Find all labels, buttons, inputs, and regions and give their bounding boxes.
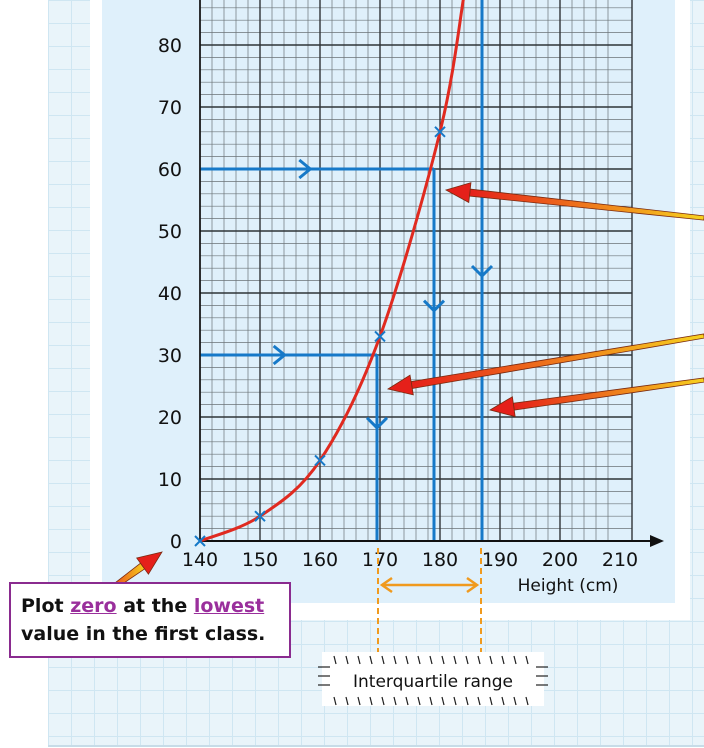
plot-background [102,0,675,603]
note-highlight-lowest: lowest [193,595,265,617]
data-point [254,510,266,522]
axes [199,0,664,547]
plot-zero-note: Plot zero at the lowest value in the fir… [9,582,291,658]
x-tick-label: 160 [302,549,338,571]
y-tick-label: 60 [158,159,182,181]
label-border-tick [393,696,397,706]
pointer-median [444,182,704,221]
data-point [374,330,386,343]
x-axis-label: Height (cm) [518,576,619,596]
pointer-head [386,374,414,396]
label-border-tick [369,655,373,665]
reading-arrow-down [365,416,389,430]
pointer-head [444,182,472,204]
iqr-arrowhead-right [466,576,480,594]
label-border-tick [417,696,421,706]
label-border-tick [369,696,373,706]
label-border-tick [525,696,529,706]
y-tick-label: 70 [158,97,182,119]
label-border-tick [465,696,469,706]
pointer-head [488,396,516,418]
label-border-tick [501,655,505,665]
reading-arrow-down [470,264,494,278]
label-border-tick [417,655,421,665]
y-tick-label: 20 [158,407,182,429]
iqr-arrowhead-left [379,576,393,594]
note-highlight-zero: zero [70,595,117,617]
data-point [194,535,206,547]
iqr-label-border [318,655,548,706]
data-point-stroke [374,330,386,343]
label-border-tick [465,655,469,665]
pointer-upper-quartile [488,377,704,418]
reading-arrow-right [272,344,287,366]
data-points [194,126,446,547]
label-border-tick [525,655,529,665]
label-border-tick [477,655,481,665]
label-border-tick [441,696,445,706]
label-border-tick [513,696,517,706]
label-border-tick [513,655,517,665]
iqr-indicator [377,548,482,662]
label-border-tick [357,696,361,706]
label-border-tick [453,696,457,706]
label-border-tick [393,655,397,665]
label-border-tick [489,655,493,665]
data-point-stroke [194,535,206,547]
label-border-tick [441,655,445,665]
data-point-stroke [254,510,266,522]
y-tick-label: 30 [158,345,182,367]
data-point [434,126,446,138]
x-tick-label: 180 [422,549,458,571]
label-border-tick [345,696,349,706]
label-border-tick [405,655,409,665]
y-tick-label: 10 [158,469,182,491]
label-border-tick [429,696,433,706]
label-border-tick [357,655,361,665]
data-point-stroke [434,126,446,138]
reading-arrow-right [298,158,312,180]
y-tick-label: 80 [158,35,182,57]
x-tick-labels: 140 150 160 170 180 190 200 210 [182,549,638,571]
x-tick-label: 190 [482,549,518,571]
label-border-tick [489,696,493,706]
y-tick-labels: 0 10 20 30 40 50 60 70 80 [158,35,182,553]
label-border-tick [477,696,481,706]
x-tick-label: 140 [182,549,218,571]
label-border-tick [333,696,337,706]
pointer-head [136,551,163,575]
reading-arrow-down [422,299,446,313]
label-border-tick [453,655,457,665]
x-tick-label: 150 [242,549,278,571]
iqr-label-box: Interquartile range [318,652,548,706]
label-border-tick [345,655,349,665]
label-border-tick [429,655,433,665]
label-border-tick [333,655,337,665]
x-axis-arrowhead [650,535,664,547]
y-tick-label: 40 [158,283,182,305]
label-border-tick [381,696,385,706]
label-border-tick [381,655,385,665]
note-text-2: at the [116,595,194,617]
data-point-stroke [314,454,326,467]
iqr-label-text: Interquartile range [353,672,513,692]
label-border-tick [501,696,505,706]
label-border-tick [405,696,409,706]
note-text-3: value in the first class. [21,623,266,645]
x-tick-label: 200 [542,549,578,571]
x-tick-label: 170 [362,549,398,571]
y-tick-label: 0 [170,531,182,553]
data-point [314,454,326,467]
y-tick-label: 50 [158,221,182,243]
x-tick-label: 210 [602,549,638,571]
reading-lines [200,0,494,541]
note-text-1: Plot [21,595,71,617]
